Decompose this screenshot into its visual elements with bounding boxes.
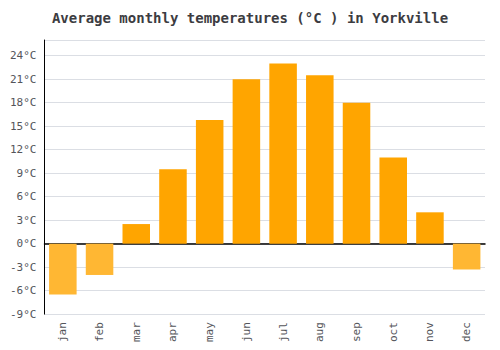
- svg-text:9°C: 9°C: [17, 167, 37, 180]
- svg-text:may: may: [203, 322, 216, 342]
- svg-text:15°C: 15°C: [10, 120, 37, 133]
- svg-text:12°C: 12°C: [10, 143, 37, 156]
- svg-text:nov: nov: [423, 322, 436, 342]
- svg-text:6°C: 6°C: [17, 190, 37, 203]
- svg-text:sep: sep: [350, 322, 363, 342]
- svg-text:0°C: 0°C: [17, 237, 37, 250]
- svg-text:3°C: 3°C: [17, 214, 37, 227]
- svg-text:dec: dec: [460, 322, 473, 342]
- svg-text:-3°C: -3°C: [10, 261, 37, 274]
- svg-text:-6°C: -6°C: [10, 284, 37, 297]
- svg-text:feb: feb: [93, 322, 106, 342]
- svg-text:18°C: 18°C: [10, 96, 37, 109]
- svg-text:apr: apr: [166, 322, 179, 342]
- svg-text:aug: aug: [313, 322, 326, 342]
- svg-text:jun: jun: [240, 322, 253, 342]
- svg-text:-9°C: -9°C: [10, 308, 37, 321]
- svg-text:mar: mar: [130, 322, 143, 342]
- svg-text:oct: oct: [387, 322, 400, 342]
- svg-text:jan: jan: [56, 322, 69, 342]
- svg-text:Average monthly temperatures (: Average monthly temperatures (°C ) in Yo…: [52, 10, 448, 26]
- svg-text:21°C: 21°C: [10, 73, 37, 86]
- svg-text:jul: jul: [277, 322, 290, 342]
- svg-text:24°C: 24°C: [10, 49, 37, 62]
